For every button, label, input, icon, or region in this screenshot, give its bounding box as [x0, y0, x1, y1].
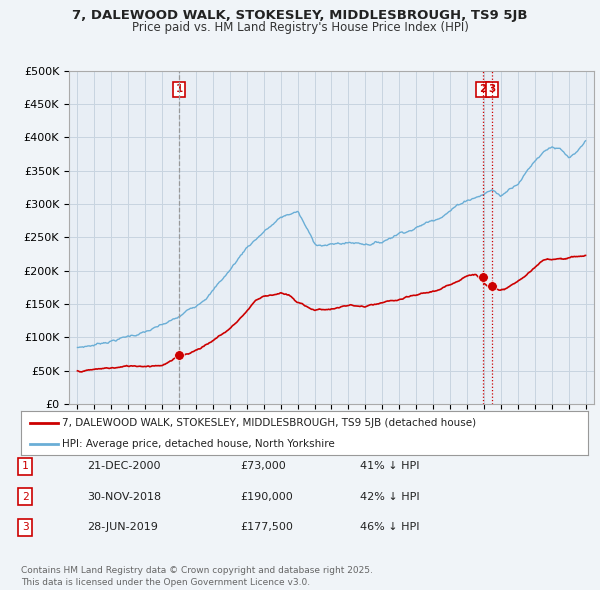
Text: Price paid vs. HM Land Registry's House Price Index (HPI): Price paid vs. HM Land Registry's House …: [131, 21, 469, 34]
Text: 2: 2: [22, 492, 29, 502]
Text: 42% ↓ HPI: 42% ↓ HPI: [360, 492, 419, 502]
Text: £190,000: £190,000: [240, 492, 293, 502]
Text: Contains HM Land Registry data © Crown copyright and database right 2025.
This d: Contains HM Land Registry data © Crown c…: [21, 566, 373, 587]
Text: 1: 1: [175, 84, 183, 94]
Text: 3: 3: [488, 84, 496, 94]
Text: 2: 2: [479, 84, 486, 94]
Text: 28-JUN-2019: 28-JUN-2019: [87, 523, 158, 532]
Text: £73,000: £73,000: [240, 461, 286, 471]
Text: 7, DALEWOOD WALK, STOKESLEY, MIDDLESBROUGH, TS9 5JB: 7, DALEWOOD WALK, STOKESLEY, MIDDLESBROU…: [72, 9, 528, 22]
Text: £177,500: £177,500: [240, 523, 293, 532]
Text: 7, DALEWOOD WALK, STOKESLEY, MIDDLESBROUGH, TS9 5JB (detached house): 7, DALEWOOD WALK, STOKESLEY, MIDDLESBROU…: [62, 418, 476, 428]
Text: 30-NOV-2018: 30-NOV-2018: [87, 492, 161, 502]
Text: 1: 1: [22, 461, 29, 471]
Text: 21-DEC-2000: 21-DEC-2000: [87, 461, 161, 471]
Text: HPI: Average price, detached house, North Yorkshire: HPI: Average price, detached house, Nort…: [62, 438, 335, 448]
Text: 3: 3: [22, 523, 29, 532]
Text: 46% ↓ HPI: 46% ↓ HPI: [360, 523, 419, 532]
Text: 41% ↓ HPI: 41% ↓ HPI: [360, 461, 419, 471]
